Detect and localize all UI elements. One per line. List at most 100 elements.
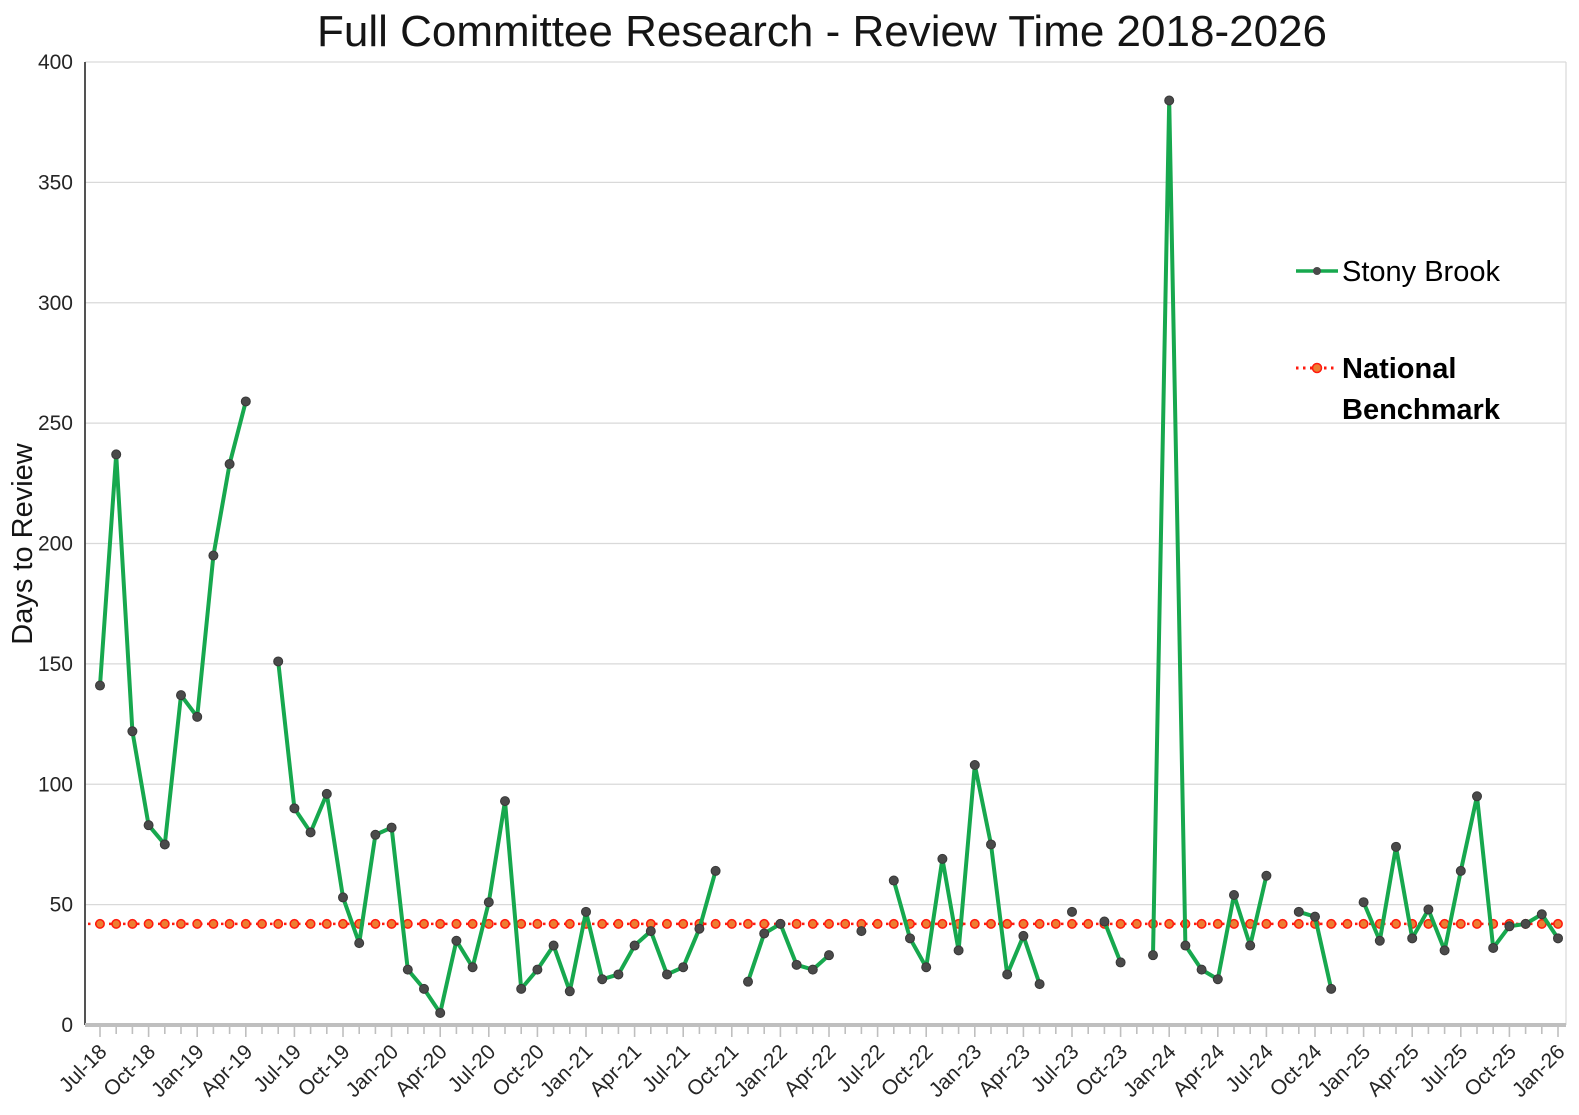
data-point-marker (192, 711, 203, 722)
data-point-marker (483, 897, 494, 908)
data-point-marker (645, 926, 656, 937)
x-tick-label: Apr-25 (1363, 1040, 1424, 1101)
x-tick-label: Apr-20 (391, 1040, 452, 1101)
data-point-marker (500, 796, 510, 807)
benchmark-marker (662, 918, 672, 929)
benchmark-marker (840, 918, 851, 929)
benchmark-marker (613, 918, 624, 929)
y-tick-label: 50 (50, 894, 73, 917)
benchmark-marker (969, 918, 980, 929)
data-point-marker (1164, 95, 1175, 106)
data-point-marker (338, 892, 348, 903)
stony-brook-legend-marker-icon (1313, 267, 1321, 275)
data-point-marker (1391, 841, 1401, 852)
data-point-marker (1520, 918, 1531, 929)
legend: Stony Brook National Benchmark (1296, 256, 1501, 426)
data-point-marker (807, 964, 818, 975)
x-tick-label: Oct-24 (1266, 1040, 1327, 1101)
data-point-marker (629, 940, 640, 951)
benchmark-marker (143, 918, 154, 929)
benchmark-marker (370, 918, 381, 929)
x-tick-label: Jan-24 (1119, 1040, 1181, 1102)
x-tick-label: Jan-21 (536, 1040, 598, 1102)
benchmark-marker (548, 918, 559, 929)
benchmark-marker (759, 918, 770, 929)
data-point-marker (1099, 916, 1110, 927)
benchmark-marker (386, 918, 397, 929)
data-point-marker (743, 976, 753, 987)
benchmark-marker (1326, 918, 1337, 929)
x-tick-label: Apr-22 (780, 1040, 841, 1101)
benchmark-marker (176, 918, 186, 929)
data-point-marker (1423, 904, 1434, 915)
data-point-marker (1293, 906, 1304, 917)
data-point-marker (370, 829, 381, 840)
y-tick-label: 250 (38, 412, 73, 435)
benchmark-marker (257, 918, 267, 929)
data-point-marker (451, 935, 462, 946)
data-point-marker (1374, 935, 1385, 946)
benchmark-marker (305, 918, 316, 929)
benchmark-marker (629, 918, 640, 929)
data-point-marker (1229, 889, 1239, 900)
data-point-marker (921, 962, 932, 973)
benchmark-marker (743, 918, 753, 929)
data-point-marker (937, 853, 948, 864)
national-benchmark-line (88, 918, 1563, 929)
data-point-marker (467, 962, 478, 973)
data-point-marker (1148, 950, 1158, 961)
gridlines (85, 61, 1567, 1025)
stony-brook-line-segment (1102, 919, 1123, 965)
benchmark-marker (726, 918, 737, 929)
benchmark-marker (564, 918, 575, 929)
benchmark-marker (467, 918, 478, 929)
benchmark-marker (921, 918, 932, 929)
benchmark-marker (240, 918, 251, 929)
axes (84, 62, 1566, 1037)
data-point-marker (176, 690, 186, 701)
benchmark-marker (1229, 918, 1239, 929)
data-point-marker (824, 950, 834, 961)
data-point-marker (1212, 974, 1223, 985)
data-point-marker (1196, 964, 1207, 975)
data-point-marker (289, 803, 300, 814)
data-point-marker (435, 1007, 446, 1018)
benchmark-marker (532, 918, 543, 929)
benchmark-marker (273, 918, 284, 929)
data-point-marker (969, 759, 980, 770)
data-point-marker (1018, 930, 1029, 941)
benchmark-marker (1391, 918, 1401, 929)
benchmark-marker (824, 918, 834, 929)
data-point-marker (613, 969, 624, 980)
data-point-marker (1407, 933, 1418, 944)
data-point-marker (791, 959, 802, 970)
stony-brook-line-segment (98, 399, 248, 847)
benchmark-marker (1293, 918, 1304, 929)
benchmark-marker (1164, 918, 1175, 929)
benchmark-legend-marker-icon (1311, 362, 1323, 374)
benchmark-marker (419, 918, 429, 929)
data-point-marker (95, 680, 105, 691)
y-tick-label: 150 (38, 653, 73, 676)
data-point-marker (1002, 969, 1013, 980)
benchmark-marker (500, 918, 510, 929)
benchmark-marker (1553, 918, 1563, 929)
x-tick-label: Jan-19 (147, 1040, 209, 1102)
data-point-marker (1536, 909, 1547, 920)
legend-label-benchmark-line2: Benchmark (1342, 394, 1501, 426)
benchmark-marker (1472, 918, 1482, 929)
data-point-marker (953, 945, 964, 956)
benchmark-marker (95, 918, 105, 929)
data-point-marker (532, 964, 543, 975)
y-tick-label: 300 (38, 292, 73, 315)
x-axis-tick-labels: Jul-18Oct-18Jan-19Apr-19Jul-19Oct-19Jan-… (55, 1040, 1570, 1102)
data-point-marker (564, 986, 575, 997)
benchmark-marker (1083, 918, 1094, 929)
benchmark-marker (338, 918, 348, 929)
benchmark-marker (1034, 918, 1045, 929)
data-point-marker (516, 983, 527, 994)
data-point-marker (1553, 933, 1563, 944)
data-point-marker (678, 962, 689, 973)
